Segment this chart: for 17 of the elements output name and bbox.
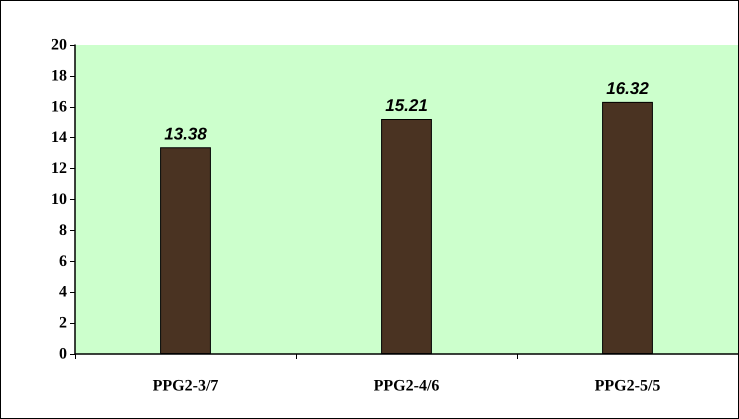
data-label: 15.21 xyxy=(385,96,428,116)
y-tick-label: 10 xyxy=(51,191,67,208)
y-tick-label: 18 xyxy=(51,67,67,84)
y-tick-label: 0 xyxy=(59,346,67,362)
x-tick-label: PPG2-4/6 xyxy=(374,378,440,394)
data-label: 13.38 xyxy=(164,124,208,144)
y-tick-label: 4 xyxy=(59,284,67,301)
y-tick-label: 6 xyxy=(59,252,67,270)
y-tick-label: 16 xyxy=(51,98,67,116)
y-tick-label: 20 xyxy=(51,36,67,54)
y-tick-label: 2 xyxy=(59,314,67,332)
x-tick-label: PPG2-5/5 xyxy=(594,378,660,394)
y-tick-label: 14 xyxy=(51,129,67,146)
y-tick-label: 12 xyxy=(51,160,67,178)
y-tick-label: 8 xyxy=(59,222,67,239)
data-label: 16.32 xyxy=(606,78,650,98)
x-tick-label: PPG2-3/7 xyxy=(152,378,218,394)
